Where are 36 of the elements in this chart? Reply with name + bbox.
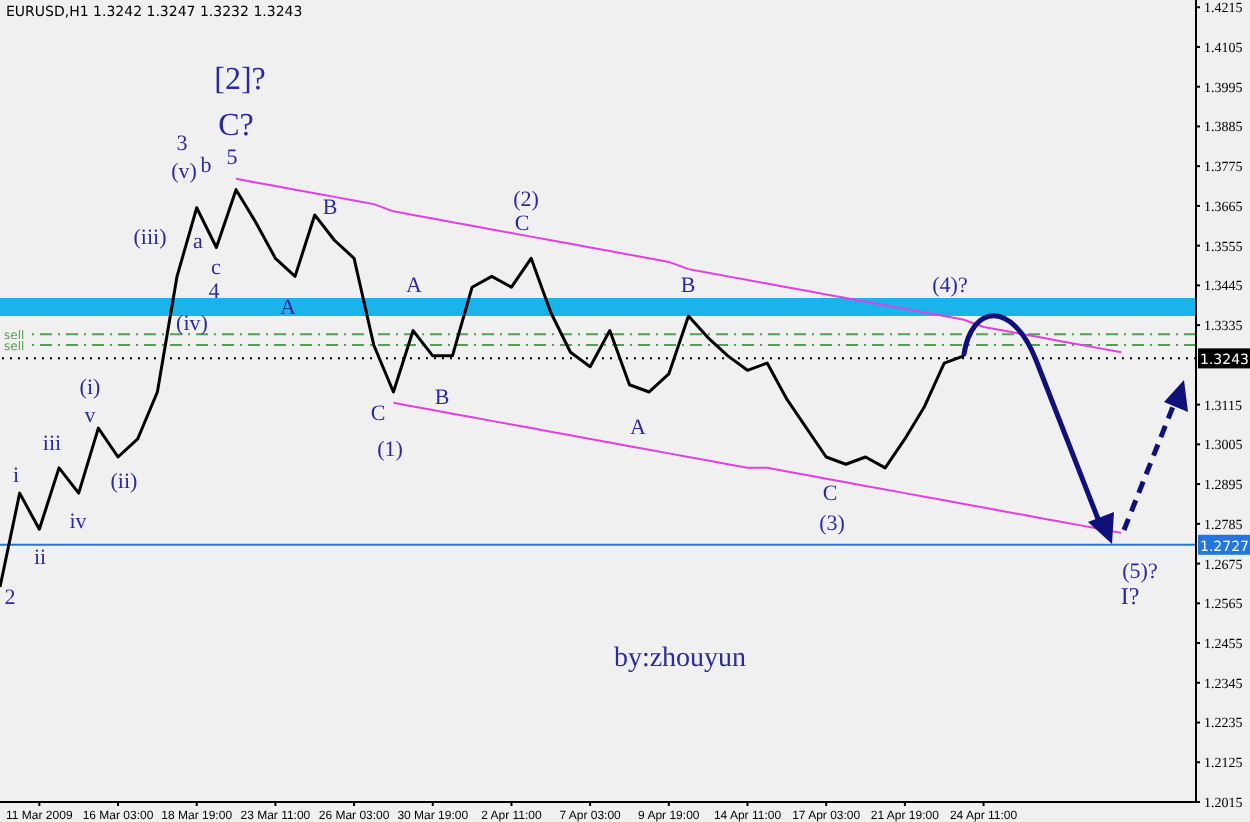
annotation: (5)? bbox=[1122, 559, 1158, 584]
annotation: A bbox=[630, 415, 647, 440]
annotation: B bbox=[322, 195, 338, 220]
annotation: ii bbox=[33, 545, 47, 570]
annotation: 2 bbox=[4, 585, 16, 610]
annotation: (1) bbox=[377, 437, 404, 462]
annotation: iv bbox=[69, 509, 88, 534]
annotation: (v) bbox=[171, 159, 198, 184]
annotation: A bbox=[280, 295, 297, 320]
annotation: v bbox=[84, 403, 97, 428]
annotation: C? bbox=[218, 109, 254, 144]
annotation: (i) bbox=[79, 375, 102, 400]
annotation: i bbox=[12, 463, 20, 488]
annotation: c bbox=[211, 255, 222, 280]
annotation: B bbox=[680, 273, 696, 298]
annotation: C bbox=[822, 481, 838, 506]
annotation: iii bbox=[42, 431, 62, 456]
annotation: (3) bbox=[819, 511, 846, 536]
annotation: a bbox=[193, 229, 204, 254]
annotation: B bbox=[434, 385, 450, 410]
annotation: (iv) bbox=[176, 311, 209, 336]
annotation: 3 bbox=[176, 131, 189, 156]
annotation: I? bbox=[1120, 582, 1140, 611]
annotation: C bbox=[370, 401, 386, 426]
annotation: 4 bbox=[208, 279, 221, 304]
annotation: (ii) bbox=[110, 469, 139, 494]
annotation: 5 bbox=[226, 145, 239, 170]
annotation: (iii) bbox=[133, 225, 168, 250]
annotation: b bbox=[200, 153, 213, 178]
line-series bbox=[235, 177, 1123, 354]
annotation: [2]? bbox=[214, 63, 266, 98]
annotation: (4)? bbox=[932, 273, 968, 298]
annotation: (2) bbox=[513, 187, 540, 212]
annotation: C bbox=[514, 211, 530, 236]
annotation: by:zhouyun bbox=[613, 643, 747, 674]
annotation: A bbox=[406, 273, 423, 298]
